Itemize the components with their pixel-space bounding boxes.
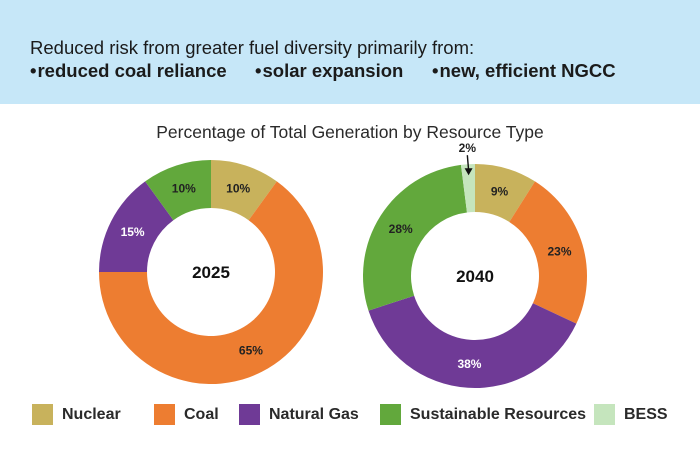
label-pointer-line	[466, 155, 470, 171]
legend-label: Natural Gas	[269, 406, 359, 423]
legend-label: Coal	[184, 406, 219, 423]
banner: Reduced risk from greater fuel diversity…	[0, 0, 700, 104]
slice-coal-2040	[509, 181, 587, 324]
label-pointer-arrowhead	[464, 168, 473, 176]
data-label-natural-gas-2025: 15%	[121, 225, 145, 239]
bullet-item: •solar expansion	[255, 60, 404, 81]
data-label-bess-2040: 2%	[459, 141, 477, 155]
slice-coal-2025	[99, 181, 323, 384]
data-label-sustainable-resources-2040: 28%	[389, 222, 413, 236]
slice-sustainable-resources-2040	[362, 164, 467, 311]
slice-nuclear-2040	[475, 164, 536, 222]
slice-sustainable-resources-2025	[145, 160, 211, 221]
data-label-nuclear-2040: 9%	[491, 184, 509, 198]
data-label-natural-gas-2040: 38%	[457, 357, 481, 371]
data-label-sustainable-resources-2025: 10%	[172, 181, 196, 195]
data-label-nuclear-2025: 10%	[226, 181, 250, 195]
donut-2040: 9% 23% 38% 28% 2% 2040	[362, 141, 587, 389]
legend-swatch	[154, 404, 175, 425]
legend-swatch	[239, 404, 260, 425]
slice-nuclear-2025	[211, 160, 277, 221]
legend: Nuclear Coal Natural Gas Sustainable Res…	[32, 402, 682, 428]
chart-title: Percentage of Total Generation by Resour…	[156, 122, 544, 142]
data-label-coal-2040: 23%	[547, 244, 571, 258]
legend-swatch	[380, 404, 401, 425]
donut-center-label-2040: 2040	[456, 267, 494, 286]
slice-natural-gas-2040	[368, 295, 577, 389]
slice-bess-2040	[460, 164, 475, 213]
legend-label: Nuclear	[62, 406, 121, 423]
bullet-item: •reduced coal reliance	[30, 60, 227, 81]
legend-swatch	[32, 404, 53, 425]
donut-2025: 10% 65% 15% 10% 2025	[99, 160, 323, 384]
donut-center-label-2025: 2025	[192, 263, 230, 282]
legend-label: BESS	[624, 406, 668, 423]
bullet-item: •new, efficient NGCC	[432, 60, 616, 81]
slice-natural-gas-2025	[99, 181, 174, 272]
legend-label: Sustainable Resources	[410, 406, 587, 423]
banner-headline: Reduced risk from greater fuel diversity…	[30, 37, 475, 58]
legend-swatch	[594, 404, 615, 425]
data-label-coal-2025: 65%	[239, 343, 263, 357]
banner-bullets: •reduced coal reliance •solar expansion …	[30, 60, 690, 86]
